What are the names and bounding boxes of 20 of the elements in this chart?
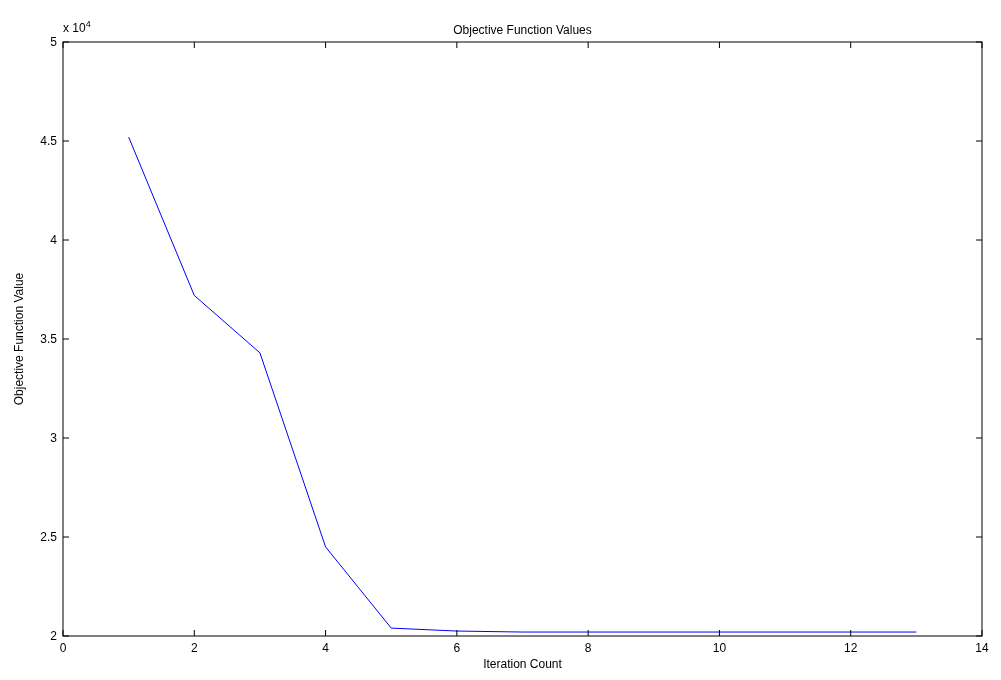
x-tick-label: 8 <box>584 641 592 655</box>
y-tick-label: 5 <box>50 35 58 49</box>
x-tick-label: 6 <box>453 641 461 655</box>
x-tick-label: 4 <box>322 641 330 655</box>
x-axis-title: Iteration Count <box>483 657 563 671</box>
x-tick-label: 14 <box>975 641 989 655</box>
y-tick-label: 3.5 <box>40 332 58 346</box>
x-tick-label: 2 <box>190 641 198 655</box>
x-tick-label: 0 <box>59 641 67 655</box>
line-series <box>128 136 917 633</box>
y-tick-label: 2 <box>50 629 58 643</box>
y-tick-label: 4 <box>50 233 58 247</box>
y-tick-label: 2.5 <box>40 530 58 544</box>
chart-title: Objective Function Values <box>453 23 592 37</box>
y-tick-label: 3 <box>50 431 58 445</box>
x-tick-label: 10 <box>712 641 727 655</box>
x-tick-label: 12 <box>844 641 858 655</box>
y-axis-title: Objective Function Value <box>12 272 26 406</box>
y-tick-label: 4.5 <box>40 134 58 148</box>
text: x 10$^{4}$ <box>63 19 91 35</box>
